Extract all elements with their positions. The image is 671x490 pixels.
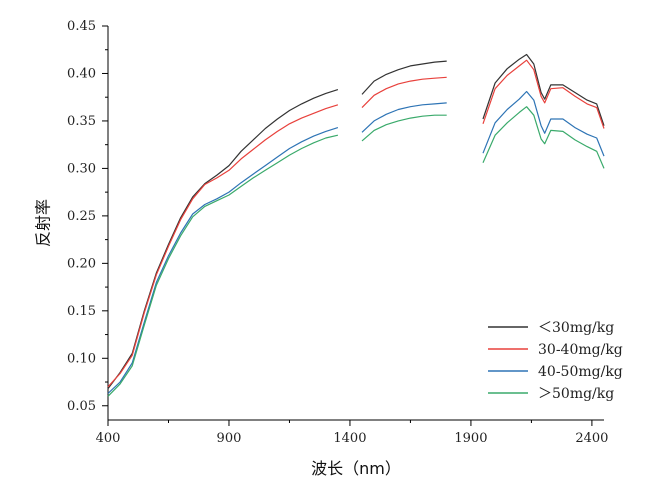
series-1-segment-0 xyxy=(107,104,339,388)
legend-label-0: ＜30mg/kg xyxy=(538,320,614,336)
series-2-segment-2 xyxy=(482,90,605,157)
y-axis-title: 反射率 xyxy=(34,199,53,247)
legend: ＜30mg/kg 30-40mg/kg 40-50mg/kg ＞50mg/kg xyxy=(488,320,623,402)
x-tick-label-900: 900 xyxy=(217,431,242,446)
y-tick-label-3: 0.20 xyxy=(67,256,96,271)
y-ticks: 0.05 0.10 0.15 0.20 0.25 0.30 0.35 0.40 0.45 xyxy=(67,19,108,414)
series-0-segment-2 xyxy=(482,53,605,126)
x-tick-label-400: 400 xyxy=(96,431,121,446)
y-tick-label-7: 0.40 xyxy=(67,66,96,81)
x-ticks: 400 900 1400 1900 2400 xyxy=(96,420,608,446)
series-1-segment-2 xyxy=(482,59,605,129)
series-0-segment-0 xyxy=(107,89,339,390)
series-3-segment-2 xyxy=(482,106,605,169)
x-axis-title: 波长（nm） xyxy=(311,459,401,478)
y-tick-label-4: 0.25 xyxy=(67,209,96,224)
legend-label-3: ＞50mg/kg xyxy=(538,386,614,402)
x-tick-label-2400: 2400 xyxy=(575,431,608,446)
y-tick-label-6: 0.35 xyxy=(67,114,96,129)
series-2-segment-0 xyxy=(107,127,339,394)
series-3-segment-1 xyxy=(361,114,447,142)
y-tick-label-8: 0.45 xyxy=(67,19,96,34)
series-1-segment-1 xyxy=(361,76,447,109)
x-tick-label-1900: 1900 xyxy=(454,431,487,446)
x-tick-label-1400: 1400 xyxy=(333,431,366,446)
legend-label-2: 40-50mg/kg xyxy=(538,364,623,380)
axes xyxy=(107,26,604,421)
legend-label-1: 30-40mg/kg xyxy=(538,342,623,358)
y-tick-label-0: 0.05 xyxy=(67,399,96,414)
y-tick-label-5: 0.30 xyxy=(67,161,96,176)
series-3-segment-0 xyxy=(107,134,339,397)
y-tick-label-1: 0.10 xyxy=(67,351,96,366)
series-2-segment-1 xyxy=(361,102,447,133)
series-layer xyxy=(107,53,605,397)
series-0-segment-1 xyxy=(361,60,447,95)
y-tick-label-2: 0.15 xyxy=(67,304,96,319)
